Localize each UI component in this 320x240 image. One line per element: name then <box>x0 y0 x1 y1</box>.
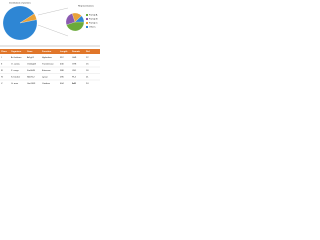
connector <box>37 24 69 37</box>
detail-pie-title: Representatives <box>78 5 95 8</box>
cell: GH1 <box>72 57 77 59</box>
connector <box>37 7 69 16</box>
legend-label: Family C <box>89 23 98 25</box>
cell: 604 <box>60 83 64 85</box>
cell: Hydrolase <box>42 56 53 59</box>
page: {"figure": { "main_pie": {"title": "Dist… <box>0 0 100 86</box>
cell: IV <box>1 76 4 78</box>
cell: Transferase <box>42 62 54 65</box>
cell: 430 <box>60 63 64 65</box>
legend-label: Family A <box>89 14 98 17</box>
cell: Oxidase <box>42 83 51 85</box>
legend-swatch <box>86 22 88 24</box>
cell: Lyase <box>42 76 49 78</box>
cell: 388 <box>60 70 64 72</box>
column-header: Class <box>1 51 8 53</box>
cell: 18 <box>86 70 89 72</box>
cell: O. sativa <box>11 62 20 65</box>
cell: A. thaliana <box>11 56 22 59</box>
legend-label: Others <box>89 26 96 29</box>
cell: II <box>1 63 3 65</box>
column-header: Function <box>42 50 52 53</box>
cell: V <box>1 83 3 85</box>
cell: Esterase <box>42 69 51 72</box>
pie-slice <box>74 15 85 23</box>
cell: 12 <box>86 57 89 59</box>
column-header: Domain <box>72 51 81 53</box>
figure: Distribution of proteins Representatives… <box>0 0 100 86</box>
cell: Zm0045 <box>27 70 36 72</box>
cell: Os02g03 <box>27 63 37 65</box>
cell: G. max <box>11 83 19 85</box>
cell: 15 <box>86 63 89 65</box>
cell: PL4 <box>72 76 77 78</box>
legend-label: Family B <box>89 19 98 21</box>
cell: AA3 <box>72 82 77 85</box>
cell: CE1 <box>72 70 77 72</box>
column-header: Length <box>60 50 68 53</box>
cell: S. bicolor <box>11 75 20 78</box>
legend-swatch <box>86 18 88 20</box>
cell: 512 <box>60 57 64 59</box>
cell: GT8 <box>72 63 77 65</box>
cell: 295 <box>60 76 64 78</box>
table-header <box>0 49 100 54</box>
column-header: Gene <box>27 51 33 53</box>
cell: 21 <box>86 76 89 78</box>
cell: At1g01 <box>27 56 35 59</box>
column-header: Organism <box>11 51 21 53</box>
cell: 24 <box>86 83 89 85</box>
cell: Z. mays <box>11 70 20 72</box>
cell: Sb0712 <box>27 76 35 78</box>
legend-swatch <box>86 26 88 28</box>
column-header: Ref. <box>86 51 91 53</box>
cell: III <box>1 70 3 72</box>
main-pie-title: Distribution of proteins <box>9 2 32 5</box>
pie-slice <box>66 21 85 32</box>
cell: I <box>1 57 2 59</box>
legend-swatch <box>86 14 88 16</box>
cell: Gm1103 <box>27 83 36 85</box>
pie-slice <box>19 13 37 24</box>
